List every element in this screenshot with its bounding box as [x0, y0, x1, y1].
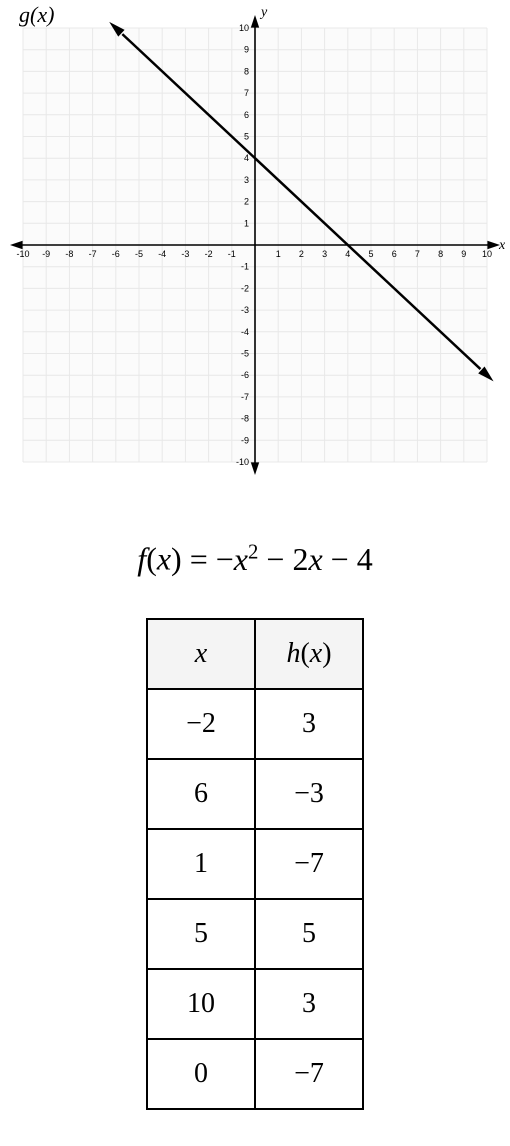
svg-text:-10: -10 [16, 249, 29, 259]
svg-text:2: 2 [244, 197, 249, 207]
equation-lhs-var: x [157, 541, 171, 577]
svg-text:8: 8 [244, 66, 249, 76]
table-header-h-fn: h [286, 638, 300, 669]
table-row: −23 [147, 689, 363, 759]
svg-text:-9: -9 [42, 249, 50, 259]
svg-text:-5: -5 [135, 249, 143, 259]
svg-text:5: 5 [368, 249, 373, 259]
svg-text:y: y [259, 5, 268, 20]
svg-text:-7: -7 [89, 249, 97, 259]
equation-fx: f(x) = −x2 − 2x − 4 [0, 540, 510, 578]
svg-text:-3: -3 [181, 249, 189, 259]
svg-text:-8: -8 [65, 249, 73, 259]
svg-text:-8: -8 [241, 414, 249, 424]
svg-text:8: 8 [438, 249, 443, 259]
table-header-hx: h(x) [255, 619, 363, 689]
svg-text:-6: -6 [241, 370, 249, 380]
table-row: 6−3 [147, 759, 363, 829]
table-cell-h: −7 [255, 1039, 363, 1109]
table-row: 1−7 [147, 829, 363, 899]
svg-text:-3: -3 [241, 305, 249, 315]
table-cell-h: 3 [255, 969, 363, 1039]
table-cell-x: 6 [147, 759, 255, 829]
svg-text:1: 1 [244, 218, 249, 228]
svg-text:10: 10 [482, 249, 492, 259]
table-cell-x: −2 [147, 689, 255, 759]
svg-text:1: 1 [276, 249, 281, 259]
graph-function-label: g(x) [19, 2, 54, 28]
svg-text:3: 3 [244, 175, 249, 185]
table-cell-h: −3 [255, 759, 363, 829]
table-cell-x: 1 [147, 829, 255, 899]
svg-text:9: 9 [461, 249, 466, 259]
svg-text:6: 6 [392, 249, 397, 259]
table-row: 55 [147, 899, 363, 969]
table-cell-x: 10 [147, 969, 255, 1039]
table-cell-h: −7 [255, 829, 363, 899]
svg-text:-1: -1 [228, 249, 236, 259]
svg-text:7: 7 [415, 249, 420, 259]
graph-container: g(x) -10-9-8-7-6-5-4-3-2-112345678910-10… [5, 0, 505, 490]
svg-text:-4: -4 [158, 249, 166, 259]
equation-lhs-fn: f [137, 541, 146, 577]
svg-text:4: 4 [244, 153, 249, 163]
svg-text:-2: -2 [241, 283, 249, 293]
svg-text:-10: -10 [236, 457, 249, 467]
graph-svg: -10 -9 -8 -7 -6 -5 -4 -3 -2 -1 1 2 3 4 5 6 7 8 9 10 -10 -9 -8 -… [5, 0, 505, 490]
page-root: g(x) -10-9-8-7-6-5-4-3-2-112345678910-10… [0, 0, 510, 1110]
svg-text:-2: -2 [205, 249, 213, 259]
table-cell-h: 5 [255, 899, 363, 969]
svg-text:-5: -5 [241, 349, 249, 359]
hx-lparen: ( [300, 638, 309, 669]
equation-rparen: ) [171, 541, 182, 577]
svg-text:3: 3 [322, 249, 327, 259]
table-row: 0−7 [147, 1039, 363, 1109]
svg-text:9: 9 [244, 45, 249, 55]
table-cell-x: 5 [147, 899, 255, 969]
hx-table: x h(x) −236−31−7551030−7 [146, 618, 364, 1110]
svg-text:7: 7 [244, 88, 249, 98]
table-header-h-var: x [310, 638, 322, 669]
svg-text:6: 6 [244, 110, 249, 120]
hx-rparen: ) [322, 638, 331, 669]
svg-text:2: 2 [299, 249, 304, 259]
equation-rhs: = −x2 − 2x − 4 [190, 541, 373, 577]
svg-text:-9: -9 [241, 435, 249, 445]
svg-text:-6: -6 [112, 249, 120, 259]
svg-text:-4: -4 [241, 327, 249, 337]
table-row: 103 [147, 969, 363, 1039]
svg-text:-7: -7 [241, 392, 249, 402]
svg-text:5: 5 [244, 132, 249, 142]
table-cell-x: 0 [147, 1039, 255, 1109]
table-header-x: x [147, 619, 255, 689]
svg-text:10: 10 [239, 23, 249, 33]
table-cell-h: 3 [255, 689, 363, 759]
equation-lparen: ( [146, 541, 157, 577]
svg-text:x: x [498, 238, 505, 253]
svg-text:4: 4 [345, 249, 350, 259]
table-header-row: x h(x) [147, 619, 363, 689]
svg-text:-1: -1 [241, 262, 249, 272]
